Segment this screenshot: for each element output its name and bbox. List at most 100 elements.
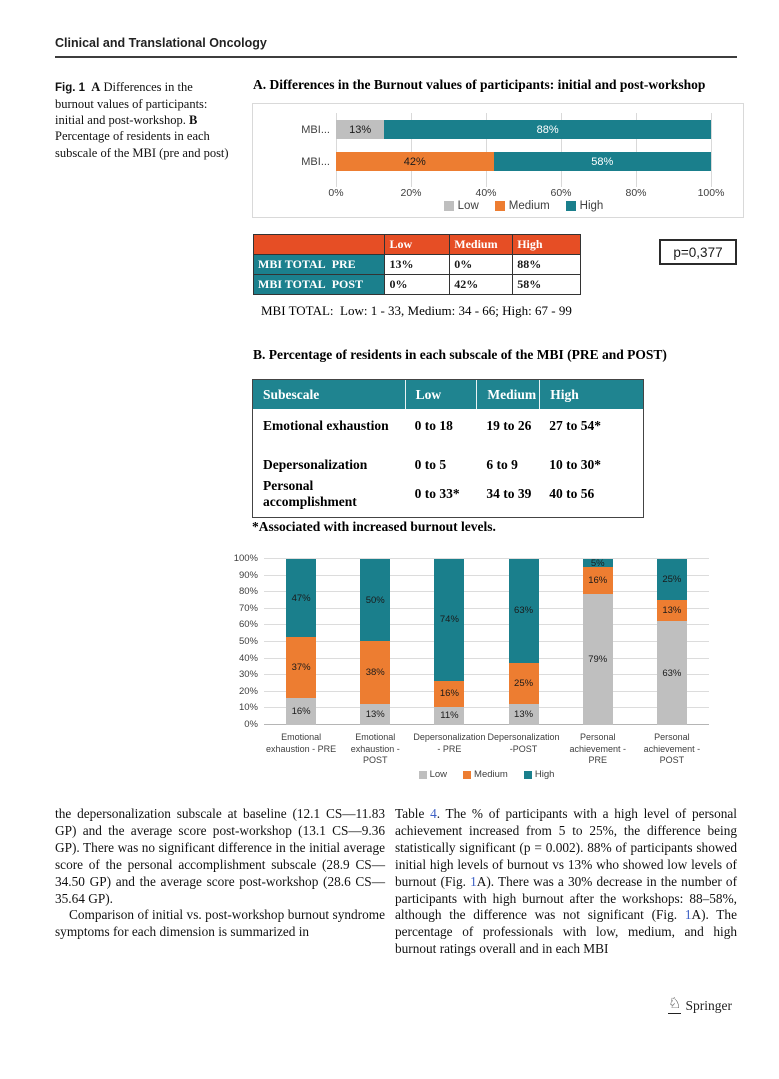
bar-segment: 79% [582, 593, 613, 725]
table-row: MBI TOTAL POST 0% 42% 58% [252, 274, 581, 295]
table-a-header-row: Low Medium High [252, 234, 581, 255]
body-text-segment: Table [395, 806, 431, 821]
axis-tick-label: 20% [400, 187, 422, 199]
table-a-cell: 0% [384, 274, 451, 295]
bar-segment: 13% [336, 120, 385, 139]
bar-segment: 13% [508, 703, 539, 725]
fig-1a-link[interactable]: 1 [470, 873, 477, 889]
bar-segment: 37% [286, 637, 317, 699]
table-a-cell: 42% [449, 274, 514, 295]
fig-1a-link[interactable]: 1 [684, 907, 692, 923]
table-b-cell: 0 to 5 [414, 457, 447, 472]
bar-segment: 13% [360, 703, 391, 725]
gridline [636, 113, 637, 187]
legend-swatch-icon [565, 201, 576, 211]
bar-category-label: Emotional exhaustion - POST [350, 732, 400, 766]
bar-slot: 47% 37% 16% [264, 559, 338, 725]
table-b-cell: 0 to 18 [414, 418, 453, 433]
table-row: MBI TOTAL PRE 13% 0% 88% [252, 254, 581, 275]
bar-segment: 25% [656, 559, 687, 601]
asterisk-footnote: *Associated with increased burnout level… [252, 519, 496, 534]
gridline [264, 657, 709, 659]
bar-row: MBI... 13% 88% [301, 120, 711, 139]
legend-item: Medium [463, 769, 508, 780]
bar-category-label: Depersonalization -POST [487, 732, 560, 754]
table-row: Emotional exhaustion 0 to 18 19 to 26 27… [253, 417, 643, 435]
table-b-cell: 10 to 30* [549, 457, 602, 472]
gridline [264, 558, 709, 559]
gridline [561, 113, 562, 187]
bar-slot: 74% 16% 11% [412, 559, 486, 725]
gridline [411, 113, 412, 187]
table-b-cell: 27 to 54* [549, 418, 602, 433]
table-b-cell: 0 to 33* [414, 486, 460, 501]
section-b-title: B. Percentage of residents in each subsc… [253, 347, 667, 362]
bar-segment: 16% [434, 680, 465, 707]
gridline [336, 113, 337, 187]
chart-a-x-axis: 0% 20% 40% 60% 80% 100% [328, 187, 724, 200]
body-text-segment: . The % of participants with a high leve… [395, 806, 737, 889]
axis-tick-label: 100% [233, 553, 258, 564]
table-b-header-row: Subescale Low Medium High [253, 380, 643, 409]
table-a-header-cell: High [512, 234, 581, 255]
bar-category-label: Personal achievement -POST [643, 732, 701, 766]
bar-segment: 38% [360, 641, 391, 704]
chart-a-bars: MBI... 13% 88% MBI... 42% 58% [301, 113, 711, 183]
bar-segment: 16% [582, 567, 613, 594]
chart-b-plot-area: 47% 37% 16% 50% 38% 13% 74% 16% 11% 63% 25% 13% 5% 16… [264, 558, 709, 725]
table-b-cell: 34 to 39 [486, 486, 532, 501]
header-rule [55, 56, 737, 58]
subscale-stacked-bar-chart: 0% 10% 20% 30% 40% 50% 60% 70% 80% 90% 100% 47% 37%… [228, 551, 740, 793]
legend-item: Low [443, 200, 479, 212]
bar-segment: 16% [286, 698, 317, 725]
axis-tick-label: 80% [625, 187, 647, 199]
bar-segment: 74% [434, 559, 465, 681]
legend-item: High [565, 200, 604, 212]
table-a-row-label: MBI TOTAL POST [252, 274, 386, 295]
bar-category-label: Personal achievement - PRE [569, 732, 626, 766]
legend-label: Medium [508, 200, 550, 212]
axis-tick-label: 40% [475, 187, 497, 199]
axis-tick-label: 60% [550, 187, 572, 199]
bar-segment: 63% [508, 559, 539, 663]
bar-segment: 88% [384, 120, 711, 139]
chart-b-bars: 47% 37% 16% 50% 38% 13% 74% 16% 11% 63% 25% 13% 5% 16… [264, 558, 709, 725]
bar-slot: 5% 16% 79% [561, 558, 635, 725]
table-b-row-label: Emotional exhaustion [263, 418, 389, 433]
legend-item: Medium [494, 200, 550, 212]
axis-tick-label: 60% [238, 619, 258, 631]
bar-segment: 50% [360, 559, 391, 642]
legend-label: Medium [474, 769, 508, 780]
axis-tick-label: 70% [238, 602, 258, 614]
legend-label: High [579, 200, 604, 212]
mbi-total-range-note: MBI TOTAL: Low: 1 - 33, Medium: 34 - 66;… [261, 303, 572, 318]
caption-bold-a: A [91, 80, 101, 94]
gridline [264, 724, 709, 725]
bar-category-label: MBI... [301, 123, 330, 136]
table-b-cell: 6 to 9 [486, 457, 518, 472]
axis-tick-label: 40% [238, 652, 258, 664]
table-a-cell: 13% [384, 254, 451, 275]
table-a-row-label: MBI TOTAL PRE [252, 254, 386, 275]
stacked-bar: 42% 58% [336, 152, 711, 171]
legend-swatch-icon [523, 770, 532, 779]
springer-knight-icon: ♘ [668, 996, 682, 1014]
axis-tick-label: 50% [238, 636, 258, 647]
axis-tick-label: 0% [328, 187, 344, 199]
legend-label: High [534, 769, 555, 780]
bar-category-label: Emotional exhaustion - PRE [266, 732, 337, 754]
bar-category-label: Depersonalization - PRE [413, 732, 486, 754]
body-text-segment: A). There was a 30% decrease in the numb… [395, 873, 737, 923]
chart-a-legend: Low Medium High [336, 200, 711, 212]
gridline [264, 591, 709, 593]
table-b-cell: 19 to 26 [486, 418, 532, 433]
table-b-cell: 40 to 56 [549, 486, 595, 501]
subscale-table: Subescale Low Medium High Emotional exha… [252, 379, 644, 518]
table-4-link[interactable]: 4 [430, 806, 437, 821]
table-a-cell: 58% [512, 274, 581, 295]
mbi-total-table: Low Medium High MBI TOTAL PRE 13% 0% 88%… [252, 234, 581, 295]
gridline [264, 624, 709, 626]
publisher-name: Springer [685, 997, 732, 1013]
table-b-header-cell: Subescale [263, 386, 320, 402]
table-a-header-cell: Low [384, 234, 451, 255]
